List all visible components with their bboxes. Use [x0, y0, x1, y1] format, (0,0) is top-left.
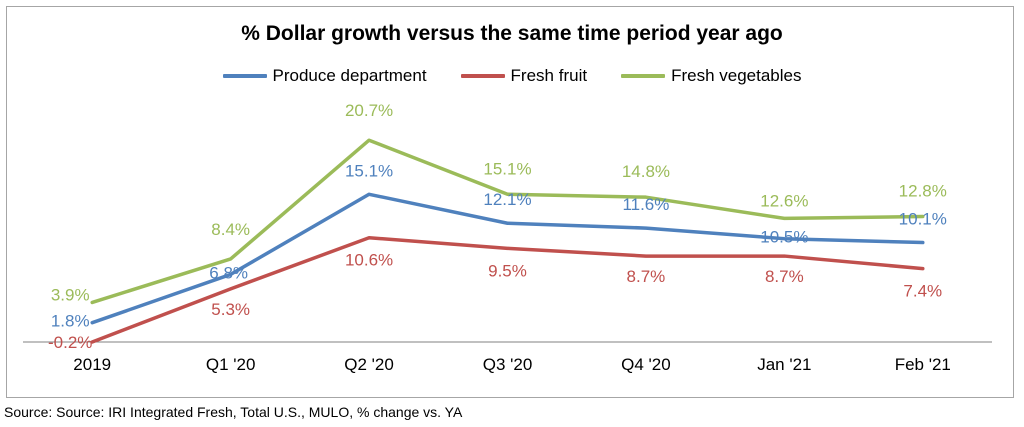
x-tick-label: Feb '21: [895, 355, 951, 374]
data-label: 20.7%: [345, 101, 393, 120]
line-chart: 2019 Q1 '20 Q2 '20 Q3 '20 Q4 '20 Jan '21 Feb '…: [23, 101, 992, 374]
data-label: 5.3%: [211, 300, 250, 319]
x-tick-label: Q4 '20: [621, 355, 671, 374]
legend-item-vegetables: Fresh vegetables: [621, 66, 801, 86]
legend-swatch-vegetables: [621, 74, 666, 78]
data-label: 1.8%: [51, 312, 90, 331]
chart-title: % Dollar growth versus the same time per…: [241, 22, 783, 45]
data-label: 9.5%: [488, 261, 527, 280]
data-label: 12.1%: [483, 190, 531, 209]
chart-frame: [6, 6, 1014, 398]
x-tick-label: Q2 '20: [344, 355, 394, 374]
x-tick-label: Q3 '20: [483, 355, 533, 374]
data-label: 10.1%: [899, 210, 947, 229]
chart-legend: Produce department Fresh fruit Fresh veg…: [0, 66, 1024, 86]
data-label: 15.1%: [345, 161, 393, 180]
x-tick-label: Q1 '20: [206, 355, 256, 374]
data-label: 3.9%: [51, 285, 90, 304]
legend-item-produce: Produce department: [222, 66, 427, 86]
data-label: 7.4%: [903, 282, 942, 301]
data-label: 8.4%: [211, 220, 250, 239]
data-label: 10.6%: [345, 251, 393, 270]
data-label: 14.8%: [622, 162, 670, 181]
x-tick-label: Jan '21: [757, 355, 811, 374]
data-label: 12.8%: [899, 181, 947, 200]
legend-label-fruit: Fresh fruit: [510, 66, 588, 85]
data-label: 6.8%: [209, 263, 248, 282]
legend-item-fruit: Fresh fruit: [460, 66, 588, 86]
data-label: 15.1%: [483, 159, 531, 178]
series-line-produce: [90, 192, 925, 325]
data-label: 8.7%: [765, 267, 804, 286]
data-label: -0.2%: [48, 333, 92, 352]
legend-swatch-fruit: [460, 74, 505, 78]
legend-label-vegetables: Fresh vegetables: [671, 66, 802, 85]
series-line-fruit: [90, 235, 925, 344]
data-label: 11.6%: [622, 195, 669, 214]
data-label: 10.5%: [760, 228, 808, 247]
legend-swatch-produce: [222, 74, 267, 78]
source-note: Source: Source: IRI Integrated Fresh, To…: [4, 404, 463, 420]
data-label: 12.6%: [760, 191, 808, 210]
x-tick-label: 2019: [73, 355, 111, 374]
series-line-vegetables: [90, 138, 925, 305]
data-label: 8.7%: [627, 267, 666, 286]
legend-label-produce: Produce department: [272, 66, 427, 85]
